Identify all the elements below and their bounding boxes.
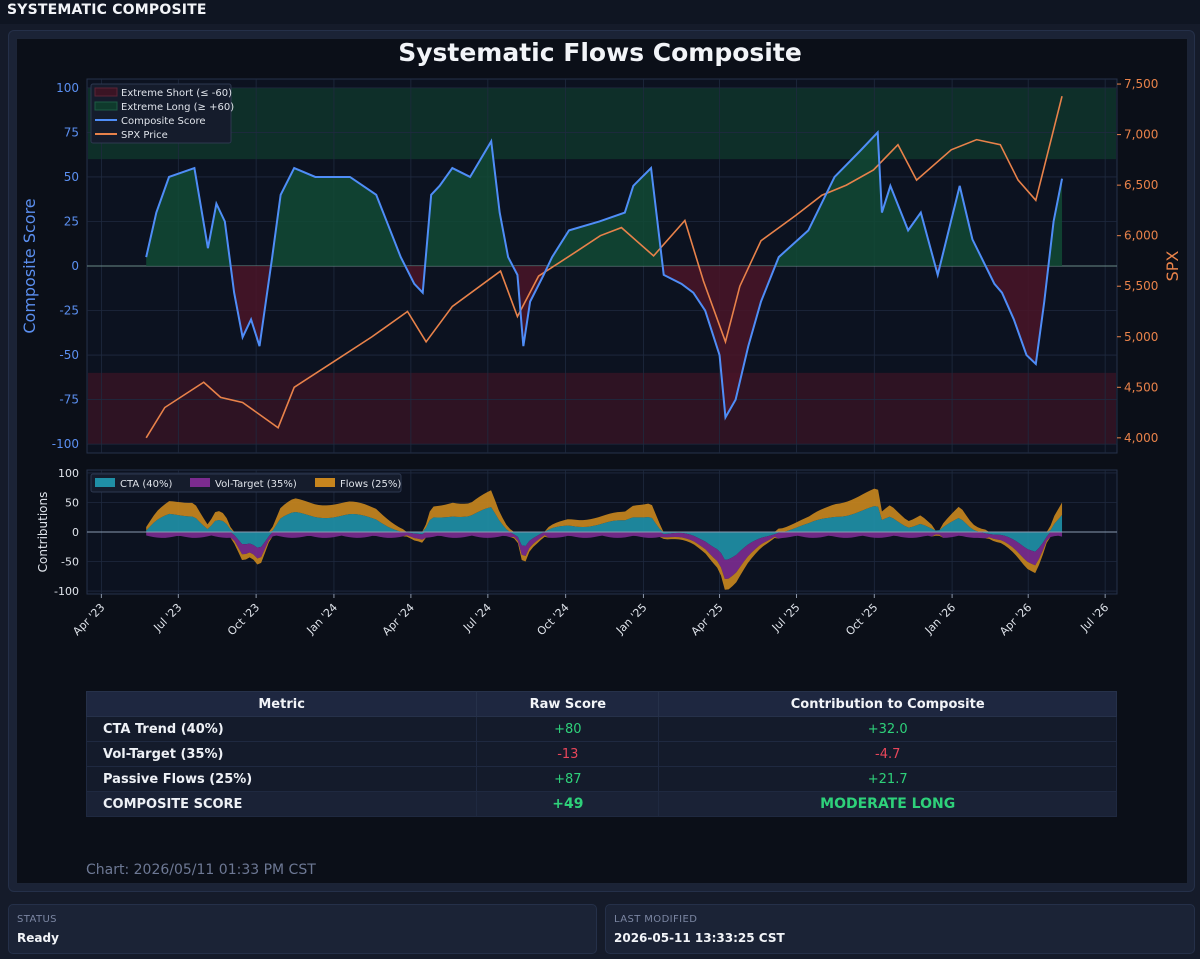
x-tick-label: Apr '23 [70, 601, 107, 638]
y2-tick-label: 5,000 [1124, 330, 1158, 344]
metrics-table: Metric Raw Score Contribution to Composi… [85, 691, 1117, 817]
x-tick-label: Oct '25 [843, 601, 880, 638]
sub-y-tick-label: 50 [65, 496, 79, 509]
x-tick-label: Jul '26 [1077, 601, 1111, 635]
sub-y-tick-label: -100 [54, 585, 79, 598]
y2-tick-label: 4,500 [1124, 380, 1158, 394]
y-tick-label: -50 [59, 348, 79, 362]
y2-tick-label: 5,500 [1124, 279, 1158, 293]
composite-metric: COMPOSITE SCORE [85, 791, 478, 817]
y-tick-label: -100 [52, 437, 79, 451]
cta-area-positive [146, 506, 1063, 532]
legend-label-composite: Composite Score [121, 116, 206, 127]
x-tick-label: Jan '25 [613, 601, 649, 637]
x-tick-label: Apr '26 [997, 601, 1034, 638]
sub-legend-swatch [95, 478, 115, 487]
main-legend [90, 83, 232, 144]
y-tick-label: 50 [64, 170, 79, 184]
spx-series-line [145, 95, 1063, 439]
table-header-raw: Raw Score [476, 691, 660, 717]
y2-tick-label: 4,000 [1124, 431, 1158, 445]
x-tick-label: Jul '23 [151, 601, 185, 635]
table-row: Vol-Target (35%) -13 -4.7 [85, 741, 1117, 767]
status-label: STATUS [17, 914, 57, 925]
charts-svg: 100 75 50 25 0 -25 -50 -75 -100 7,500 7,000 6,500 6,… [20, 77, 1182, 638]
table-row: Passive Flows (25%) +87 +21.7 [85, 766, 1117, 792]
sub-y-tick-label: 100 [58, 467, 79, 480]
y-tick-label: 25 [64, 214, 79, 228]
row-contribution: +32.0 [658, 716, 1117, 742]
app-title: SYSTEMATIC COMPOSITE [7, 2, 207, 18]
table-header-contribution: Contribution to Composite [658, 691, 1117, 717]
status-card: STATUS Ready [8, 904, 597, 954]
x-tick-label: Apr '24 [380, 601, 417, 638]
status-value: Ready [17, 931, 59, 945]
top-bar: SYSTEMATIC COMPOSITE [0, 0, 1200, 24]
legend-label-long: Extreme Long (≥ +60) [121, 102, 234, 113]
row-contribution: -4.7 [658, 741, 1117, 767]
composite-label: MODERATE LONG [658, 791, 1117, 817]
y2-tick-label: 6,500 [1124, 178, 1158, 192]
legend-swatch-long [94, 101, 118, 111]
cta-area-negative [146, 532, 1063, 560]
row-metric: CTA Trend (40%) [85, 716, 478, 742]
composite-row: COMPOSITE SCORE +49 MODERATE LONG [85, 791, 1117, 817]
chart-timestamp: Chart: 2026/05/11 01:33 PM CST [86, 862, 316, 878]
vol-area-negative [146, 532, 1063, 579]
y2-tick-label: 7,500 [1124, 77, 1158, 91]
y2-tick-label: 7,000 [1124, 128, 1158, 142]
sub-y-tick-label: -50 [61, 556, 79, 569]
x-tick-label: Jul '25 [769, 601, 803, 635]
x-tick-label: Jan '24 [304, 601, 340, 637]
table-header-row: Metric Raw Score Contribution to Composi… [85, 691, 1117, 717]
last-modified-card: LAST MODIFIED 2026-05-11 13:33:25 CST [605, 904, 1195, 954]
sub-legend-swatch [190, 478, 210, 487]
last-modified-value: 2026-05-11 13:33:25 CST [614, 931, 785, 945]
row-raw: +80 [476, 716, 660, 742]
y-tick-label: -75 [59, 393, 79, 407]
last-modified-label: LAST MODIFIED [614, 914, 698, 925]
x-tick-label: Oct '23 [225, 601, 262, 638]
flows-area-positive [146, 488, 1063, 532]
y-tick-label: 0 [71, 259, 79, 273]
row-metric: Passive Flows (25%) [85, 766, 478, 792]
x-tick-label: Jan '26 [922, 601, 958, 637]
extreme-long-band [88, 87, 1116, 160]
chart-title: Systematic Flows Composite [398, 38, 802, 67]
legend-label-spx: SPX Price [121, 130, 168, 141]
y-axis-label: Composite Score [20, 198, 39, 333]
y-tick-label: 100 [56, 81, 79, 95]
sub-legend-label: Flows (25%) [340, 479, 401, 490]
x-tick-label: Oct '24 [535, 601, 572, 638]
y-tick-label: -25 [59, 304, 79, 318]
extreme-short-band [88, 372, 1116, 445]
y2-tick-label: 6,000 [1124, 229, 1158, 243]
sub-legend-label: Vol-Target (35%) [215, 479, 297, 490]
composite-negative-fill [146, 266, 1063, 418]
legend-swatch-short [94, 87, 118, 97]
table-header-metric: Metric [85, 691, 478, 717]
composite-positive-fill [146, 132, 1063, 266]
legend-label-short: Extreme Short (≤ -60) [121, 88, 232, 99]
sub-legend-label: CTA (40%) [120, 479, 172, 490]
row-contribution: +21.7 [658, 766, 1117, 792]
x-tick-label: Apr '25 [688, 601, 725, 638]
sub-y-tick-label: 0 [72, 526, 79, 539]
x-tick-label: Jul '24 [460, 601, 494, 635]
sub-y-axis-label: Contributions [36, 492, 50, 573]
composite-series-line [145, 130, 1064, 421]
sub-legend-swatch [315, 478, 335, 487]
row-raw: -13 [476, 741, 660, 767]
y-tick-label: 75 [64, 125, 79, 139]
table-row: CTA Trend (40%) +80 +32.0 [85, 716, 1117, 742]
row-metric: Vol-Target (35%) [85, 741, 478, 767]
y2-axis-label: SPX [1163, 251, 1182, 282]
row-raw: +87 [476, 766, 660, 792]
composite-raw: +49 [476, 791, 660, 817]
